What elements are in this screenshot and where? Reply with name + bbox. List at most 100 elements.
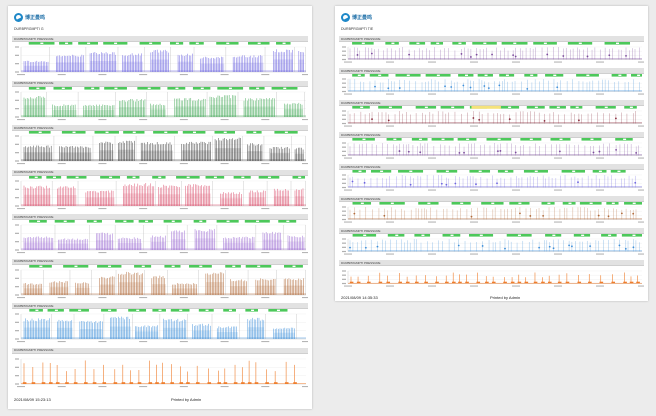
phase-bar-label — [424, 106, 428, 108]
y-tick-label — [15, 196, 19, 198]
signal-peak — [538, 246, 541, 249]
phase-bar-label — [109, 176, 113, 178]
signal-area — [273, 332, 296, 339]
signal-area — [90, 60, 117, 72]
pulse-marker — [414, 281, 419, 284]
chart-panel-title: DURBPRGMPTI PRESSURE — [341, 260, 381, 265]
phase-bar-label — [479, 234, 483, 236]
phase-bar-label — [552, 234, 556, 236]
phase-bar-label — [36, 87, 40, 89]
y-tick-label — [342, 206, 346, 208]
phase-bar-label — [114, 42, 118, 44]
brand-logo-icon — [14, 13, 23, 22]
y-tick-label — [15, 90, 19, 93]
document-title: DURBPRGMPTI G — [14, 27, 44, 31]
y-tick-label — [15, 152, 19, 154]
y-tick-label — [342, 146, 346, 148]
pulse-marker — [233, 381, 238, 384]
chart-panel: DURBPRGMPTI PRESSURE — [12, 125, 308, 168]
x-tick-label — [386, 125, 394, 127]
x-tick-label — [344, 189, 352, 191]
x-tick-label — [220, 207, 229, 209]
phase-bar-label — [530, 74, 534, 76]
y-tick-label — [15, 160, 19, 162]
x-tick-label — [179, 296, 188, 298]
pulse-marker — [179, 381, 184, 384]
x-tick-label — [386, 157, 394, 159]
x-tick-label — [57, 207, 66, 209]
phase-bar-label — [54, 309, 58, 311]
x-tick-label — [220, 385, 229, 387]
phase-bar-label — [228, 87, 232, 89]
y-tick-label — [342, 90, 346, 93]
pulse-marker — [599, 281, 604, 284]
signal-area — [150, 109, 166, 117]
signal-peak — [450, 86, 453, 88]
phase-bar-label — [105, 131, 109, 133]
phase-bar-label — [78, 309, 82, 311]
phase-bar-label — [427, 202, 431, 204]
signal-area — [171, 239, 186, 250]
signal-area — [141, 150, 174, 161]
phase-bar-label — [598, 170, 602, 172]
y-tick-label — [15, 143, 19, 145]
signal-peak — [597, 214, 600, 217]
signal-area — [284, 285, 304, 295]
phase-bar-label — [283, 87, 287, 89]
pulse-marker — [284, 381, 289, 384]
phase-bar-label — [35, 309, 39, 311]
pulse-marker — [186, 381, 190, 384]
pulse-marker — [273, 381, 278, 384]
signal-peak — [440, 182, 443, 185]
pulse-marker — [533, 281, 538, 284]
pulse-marker — [113, 381, 118, 384]
signal-peak — [371, 118, 373, 121]
x-tick-label — [596, 285, 604, 287]
pulse-marker — [31, 381, 36, 384]
highlight-band — [471, 105, 501, 109]
signal-area — [24, 327, 50, 339]
x-tick-label — [179, 252, 188, 254]
chart-panel-header: DURBPRGMPTI PRESSURE — [339, 228, 644, 234]
y-tick-label — [342, 214, 346, 216]
x-tick-label — [302, 118, 308, 120]
x-tick-label — [386, 61, 394, 63]
signal-peak — [529, 215, 532, 217]
signal-peak — [472, 117, 475, 119]
chart-panel-title: DURBPRGMPTI PRESSURE — [341, 132, 381, 137]
phase-bar-label — [629, 106, 633, 108]
phase-bar-label — [132, 176, 136, 178]
print-timestamp: 2021/08/09 15:23:13 — [14, 397, 51, 402]
y-tick-label — [342, 114, 346, 116]
signal-peak — [552, 247, 555, 250]
signal-peak — [514, 55, 517, 58]
x-tick-label — [139, 207, 148, 209]
y-tick-label — [342, 46, 346, 48]
x-tick-label — [302, 385, 308, 387]
y-tick-label — [15, 313, 19, 315]
x-tick-label — [261, 252, 270, 254]
y-tick-label — [15, 179, 19, 182]
phase-bar-label — [164, 131, 168, 133]
phase-bar-label — [572, 170, 576, 172]
phase-bar-label — [213, 176, 217, 178]
pulse-marker — [367, 281, 371, 284]
pulse-marker — [254, 381, 259, 384]
chart-panel-title: DURBPRGMPTI PRESSURE — [14, 125, 54, 130]
x-tick-label — [261, 296, 270, 298]
waveform-chart — [342, 170, 644, 191]
pulse-marker — [161, 381, 165, 384]
x-tick-label — [596, 221, 604, 223]
signal-area — [57, 194, 77, 206]
signal-peak — [608, 54, 611, 57]
signal-area — [174, 105, 206, 117]
chart-panel: DURBPRGMPTI PRESSURE — [12, 258, 308, 302]
phase-bar-label — [360, 106, 364, 108]
y-tick-label — [342, 58, 346, 61]
signal-area — [185, 193, 211, 206]
x-tick-label — [638, 253, 644, 255]
phase-bar-label — [61, 87, 65, 89]
signal-peak — [508, 118, 511, 121]
x-tick-label — [261, 207, 270, 209]
x-tick-label — [302, 252, 308, 254]
